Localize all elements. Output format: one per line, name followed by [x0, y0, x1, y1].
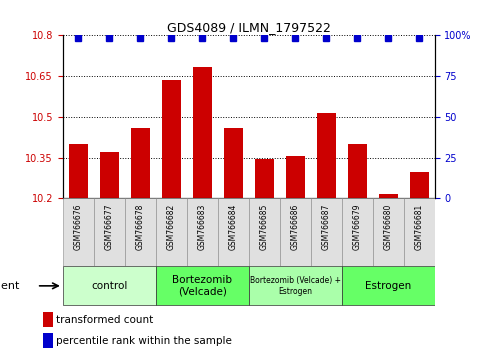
Bar: [348, 144, 367, 198]
Title: GDS4089 / ILMN_1797522: GDS4089 / ILMN_1797522: [167, 21, 331, 34]
Bar: [193, 67, 212, 198]
Text: control: control: [91, 281, 128, 291]
Text: transformed count: transformed count: [57, 315, 154, 325]
Text: Bortezomib
(Velcade): Bortezomib (Velcade): [172, 275, 232, 297]
Text: GSM766686: GSM766686: [291, 204, 300, 250]
Bar: [342, 198, 373, 266]
Text: GSM766683: GSM766683: [198, 204, 207, 250]
Bar: [43, 312, 53, 327]
Bar: [224, 128, 242, 198]
Text: GSM766676: GSM766676: [74, 204, 83, 250]
Bar: [94, 198, 125, 266]
Bar: [125, 198, 156, 266]
Bar: [379, 194, 398, 198]
Bar: [43, 333, 53, 348]
Bar: [317, 113, 336, 198]
Bar: [156, 198, 187, 266]
Text: GSM766684: GSM766684: [229, 204, 238, 250]
Bar: [63, 266, 156, 306]
Bar: [311, 198, 342, 266]
Bar: [255, 159, 273, 198]
Bar: [187, 198, 218, 266]
Bar: [156, 266, 249, 306]
Bar: [280, 198, 311, 266]
Text: GSM766682: GSM766682: [167, 204, 176, 250]
Bar: [69, 144, 87, 198]
Bar: [63, 198, 94, 266]
Bar: [286, 156, 304, 198]
Text: GSM766681: GSM766681: [415, 204, 424, 250]
Bar: [404, 198, 435, 266]
Text: GSM766680: GSM766680: [384, 204, 393, 250]
Text: GSM766678: GSM766678: [136, 204, 145, 250]
Bar: [218, 198, 249, 266]
Bar: [249, 198, 280, 266]
Text: GSM766687: GSM766687: [322, 204, 331, 250]
Text: Estrogen: Estrogen: [365, 281, 412, 291]
Text: agent: agent: [0, 281, 19, 291]
Bar: [342, 266, 435, 306]
Bar: [373, 198, 404, 266]
Bar: [131, 128, 150, 198]
Text: GSM766679: GSM766679: [353, 204, 362, 250]
Bar: [249, 266, 342, 306]
Text: GSM766677: GSM766677: [105, 204, 114, 250]
Text: GSM766685: GSM766685: [260, 204, 269, 250]
Bar: [162, 80, 181, 198]
Text: Bortezomib (Velcade) +
Estrogen: Bortezomib (Velcade) + Estrogen: [250, 276, 341, 296]
Text: percentile rank within the sample: percentile rank within the sample: [57, 336, 232, 346]
Bar: [100, 152, 118, 198]
Bar: [410, 172, 428, 198]
